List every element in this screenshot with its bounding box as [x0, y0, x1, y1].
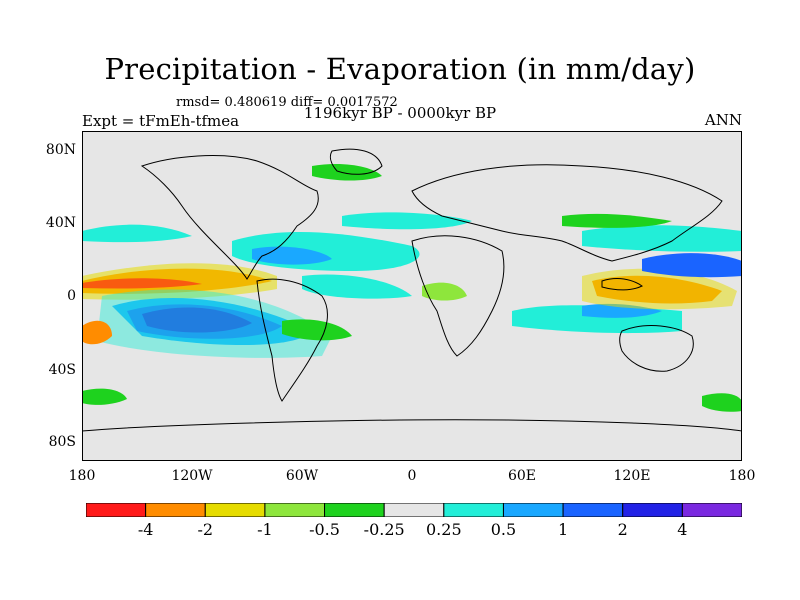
- lon-tick-180w: 180: [68, 468, 96, 484]
- colorbar-swatch-5: [383, 503, 445, 517]
- contour-wpac-blue: [642, 253, 742, 278]
- lat-tick-40n: 40N: [45, 215, 76, 231]
- colorbar-swatch-9: [622, 503, 683, 517]
- contour-itcz-pacific-red: [82, 278, 202, 289]
- colorbar-swatch-3: [264, 503, 326, 517]
- lat-tick-80n: 80N: [45, 142, 76, 158]
- coast-greenland: [329, 148, 383, 175]
- contour-south-green2: [702, 393, 742, 412]
- lon-tick-60w: 60W: [285, 468, 319, 484]
- lat-tick-40s: 40S: [48, 362, 76, 378]
- colorbar-label-1: -2: [197, 520, 214, 539]
- colorbar-swatch-10: [681, 503, 742, 517]
- contour-spac-cyan: [97, 289, 332, 358]
- colorbar-label-9: 4: [677, 520, 688, 539]
- contour-spac-darkblue: [142, 307, 252, 333]
- contour-africa-green: [422, 282, 467, 301]
- colorbar-label-0: -4: [137, 520, 154, 539]
- colorbar-swatch-2: [204, 503, 266, 517]
- contour-south-green: [82, 388, 127, 405]
- coast-australia: [619, 325, 694, 372]
- contour-asia-green: [562, 213, 672, 228]
- lon-tick-0: 0: [407, 468, 417, 484]
- lon-tick-180e: 180: [728, 468, 756, 484]
- colorbar-label-4: -0.25: [363, 520, 405, 539]
- lon-tick-120w: 120W: [171, 468, 213, 484]
- experiment-label: Expt = tFmEh-tfmea: [82, 112, 240, 130]
- colorbar-label-8: 2: [617, 520, 628, 539]
- contour-northatl-cyan: [342, 212, 472, 230]
- colorbar-swatch-6: [443, 503, 504, 517]
- season-label: ANN: [704, 111, 742, 129]
- colorbar-label-5: 0.25: [426, 520, 462, 539]
- lon-tick-60e: 60E: [507, 468, 537, 484]
- stats-text: rmsd= 0.480619 diff= 0.0017572: [176, 95, 398, 110]
- contour-southpac-green: [282, 319, 352, 341]
- coast-africa: [411, 235, 505, 357]
- field-contours: [82, 164, 742, 412]
- colorbar-swatch-8: [562, 503, 624, 517]
- map-svg: [82, 131, 742, 461]
- map-title: Precipitation - Evaporation (in mm/day): [104, 52, 696, 86]
- contour-wpac-orange: [82, 320, 112, 345]
- colorbar-label-3: -0.5: [309, 520, 340, 539]
- coast-eurasia: [411, 164, 723, 262]
- colorbar: [86, 503, 742, 517]
- colorbar-swatch-0: [86, 503, 147, 517]
- contour-wpac-cyan: [582, 225, 742, 252]
- colorbar-label-6: 0.5: [490, 520, 517, 539]
- coast-antarctica: [82, 419, 742, 432]
- coastlines: [82, 148, 742, 432]
- colorbar-swatch-1: [145, 503, 206, 517]
- map-border: [82, 131, 742, 461]
- lat-tick-0: 0: [67, 288, 76, 304]
- colorbar-swatch-7: [502, 503, 564, 517]
- map-panel: [82, 131, 742, 461]
- contour-pacific-cyan-n: [82, 224, 192, 243]
- coast-south-america: [256, 278, 328, 402]
- coast-north-america: [140, 155, 319, 280]
- lon-tick-120e: 120E: [613, 468, 651, 484]
- lat-tick-80s: 80S: [48, 434, 76, 450]
- period-label: 1196kyr BP - 0000kyr BP: [303, 104, 497, 122]
- colorbar-swatch-4: [324, 503, 385, 517]
- contour-arctic-green: [312, 164, 382, 181]
- colorbar-label-7: 1: [557, 520, 569, 539]
- coast-maritime-continent: [601, 278, 643, 291]
- contour-tropatl-cyan: [302, 274, 412, 299]
- colorbar-label-2: -1: [257, 520, 273, 539]
